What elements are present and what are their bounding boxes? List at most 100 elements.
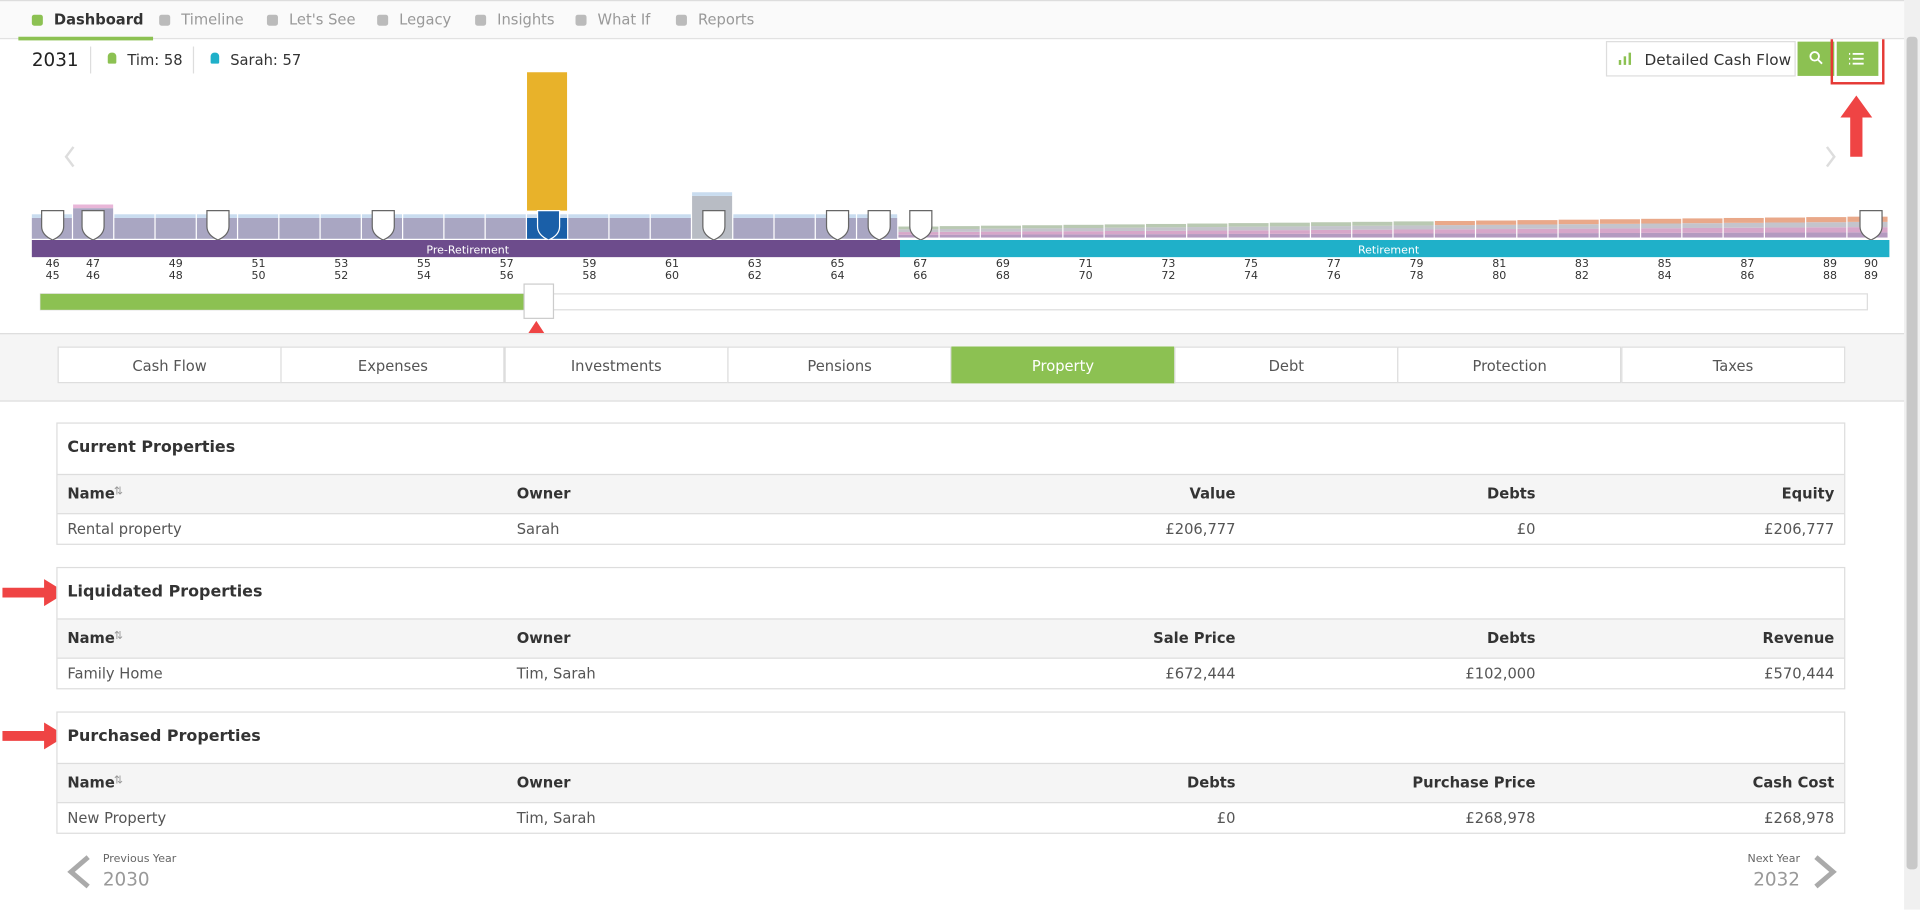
chart-prev[interactable] — [64, 146, 75, 168]
scroll-thumb[interactable] — [1906, 36, 1918, 870]
prev-label[interactable]: Previous Year — [102, 853, 177, 866]
age-label: 75 — [1244, 257, 1258, 270]
column-header[interactable]: Equity — [1781, 484, 1835, 503]
data-row: Rental property Sarah £206,777 £0 £206,777 — [57, 513, 1845, 546]
nav-tab[interactable]: Dashboard — [18, 11, 154, 41]
chart-next[interactable] — [1825, 146, 1836, 168]
age-label: 62 — [748, 269, 762, 282]
bar-top — [609, 214, 650, 218]
tab[interactable]: Expenses — [280, 346, 505, 384]
bar-layer — [1723, 217, 1764, 223]
age-label: 81 — [1492, 257, 1506, 270]
tab[interactable]: Property — [950, 346, 1176, 384]
bar-layer — [1558, 233, 1599, 238]
bar-layer — [1393, 221, 1434, 226]
tab[interactable]: Investments — [504, 346, 729, 384]
event-marker — [81, 210, 105, 241]
column-header[interactable]: Debts — [1487, 484, 1536, 503]
nav-tab[interactable]: Insights — [475, 11, 564, 37]
bar-top — [114, 214, 155, 218]
phase-label: Retirement — [1358, 243, 1420, 256]
bar-top — [403, 214, 444, 218]
person: Tim: 58 — [127, 51, 183, 69]
bar-layer — [1352, 229, 1393, 234]
tab[interactable]: Taxes — [1620, 346, 1846, 384]
age-label: 80 — [1492, 269, 1506, 282]
next-chevron[interactable] — [1814, 855, 1837, 889]
bar — [485, 217, 526, 239]
age-label: 87 — [1740, 257, 1754, 270]
nav-tab[interactable]: Timeline — [159, 11, 253, 37]
column-header[interactable]: Name — [67, 773, 115, 792]
bar-layer — [1104, 234, 1145, 238]
nav-icon — [575, 14, 587, 26]
bar-layer — [1517, 228, 1558, 234]
column-header[interactable]: Name — [67, 629, 115, 647]
bar-layer — [1599, 228, 1640, 233]
bar-layer — [1063, 224, 1104, 229]
age-label: 57 — [500, 257, 514, 270]
bar-layer — [1393, 225, 1434, 230]
column-header[interactable]: Purchase Price — [1412, 773, 1536, 792]
search-icon — [1809, 51, 1820, 62]
column-header[interactable]: Debts — [1187, 773, 1236, 792]
bar-layer — [1558, 228, 1599, 234]
column-header[interactable]: Name — [67, 484, 115, 503]
event-marker — [41, 210, 65, 241]
age-label: 68 — [996, 269, 1010, 282]
column-header[interactable]: Owner — [516, 484, 571, 503]
bar-layer — [1806, 222, 1847, 228]
age-label: 58 — [582, 269, 596, 282]
button-label[interactable]: Detailed Cash Flow — [1644, 50, 1792, 69]
prev-year[interactable]: 2030 — [102, 868, 150, 891]
bar-top — [692, 192, 733, 196]
bar-layer — [1022, 234, 1063, 238]
column-header[interactable]: Debts — [1487, 629, 1536, 647]
tab[interactable]: Debt — [1174, 346, 1399, 384]
column-header[interactable]: Value — [1189, 484, 1236, 503]
header-row: Name ⇅ Owner Sale Price Debts Revenue — [57, 618, 1845, 658]
next-year[interactable]: 2032 — [1753, 868, 1801, 891]
search-icon — [1817, 58, 1823, 65]
column-header[interactable]: Cash Cost — [1752, 773, 1835, 792]
nav-tab[interactable]: Let's See — [266, 11, 365, 37]
cell-text: £0 — [1516, 520, 1536, 538]
property-table: Purchased Properties Name ⇅ Owner Debts Purch… — [56, 711, 1846, 834]
search-button[interactable] — [1797, 41, 1835, 76]
bar-layer — [939, 231, 980, 235]
column-header[interactable]: Owner — [516, 773, 571, 792]
cell-text: Family Home — [67, 664, 163, 683]
age-label: 76 — [1327, 269, 1341, 282]
bar-layer — [1187, 227, 1228, 231]
bar-layer — [1764, 227, 1806, 233]
sort-icon: ⇅ — [113, 775, 124, 788]
nav-tab[interactable]: Reports — [675, 11, 764, 37]
nav-tab[interactable]: What If — [575, 11, 661, 37]
slider-handle[interactable] — [523, 283, 555, 319]
data-row: Family Home Tim, Sarah £672,444 £102,000 £57… — [57, 657, 1845, 691]
cash-flow-button[interactable] — [1605, 41, 1796, 77]
bar-layer — [1764, 232, 1806, 238]
age-label: 53 — [334, 257, 348, 270]
section-title: Current Properties — [67, 438, 236, 457]
sort-icon: ⇅ — [113, 630, 124, 643]
tab[interactable]: Pensions — [727, 346, 952, 384]
prev-chevron[interactable] — [67, 855, 90, 889]
bar-layer — [1434, 225, 1475, 230]
column-header[interactable]: Revenue — [1762, 629, 1835, 647]
bar-layer — [1558, 224, 1599, 229]
tab[interactable]: Cash Flow — [57, 346, 282, 384]
bar-layer — [1228, 226, 1269, 231]
cell-text: £206,777 — [1165, 520, 1236, 538]
event-marker — [536, 210, 561, 241]
next-label[interactable]: Next Year — [1747, 853, 1801, 866]
cell-text: New Property — [67, 809, 167, 827]
phase-bar — [900, 240, 1890, 258]
age-label: 65 — [830, 257, 844, 270]
column-header[interactable]: Sale Price — [1153, 629, 1236, 647]
bar-layer — [1269, 226, 1310, 231]
bar-layer — [1723, 232, 1764, 238]
nav-tab[interactable]: Legacy — [377, 11, 461, 37]
tab[interactable]: Protection — [1397, 346, 1622, 384]
column-header[interactable]: Owner — [516, 629, 571, 647]
